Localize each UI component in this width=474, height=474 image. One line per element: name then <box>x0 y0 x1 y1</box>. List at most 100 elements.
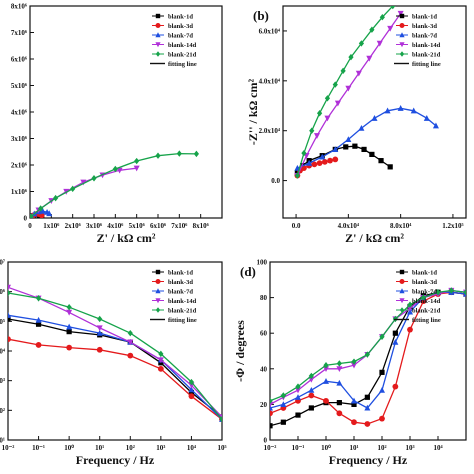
data-point <box>423 115 430 121</box>
data-point <box>364 404 371 411</box>
data-point <box>351 362 357 369</box>
legend-label: blank-3d <box>168 23 193 30</box>
data-point <box>134 157 140 165</box>
data-point <box>30 213 34 218</box>
data-point <box>306 159 313 166</box>
data-point <box>407 308 413 315</box>
x-tick-label: 10⁰ <box>321 444 331 452</box>
data-point <box>324 115 331 122</box>
data-point <box>336 379 343 386</box>
x-tick-label: 8x10⁶ <box>193 222 209 230</box>
data-point <box>371 115 378 121</box>
data-point <box>369 26 375 33</box>
data-point <box>323 378 329 384</box>
data-point <box>392 383 399 390</box>
x-tick-label: 1x10⁶ <box>43 222 59 230</box>
data-point <box>308 386 315 393</box>
data-point <box>321 158 328 165</box>
data-point <box>97 315 103 323</box>
data-point <box>410 107 417 114</box>
x-tick-label: 10² <box>126 444 135 452</box>
data-point <box>334 100 341 107</box>
x-tick-label: 3x10⁶ <box>86 222 102 230</box>
data-point <box>8 316 11 322</box>
panel-b: 0.0 4.0x10⁴ 8.0x10⁴ 1.2x10⁵ 0.0 2.0x10⁴ 4.0x10… <box>246 5 467 245</box>
legend-label: blank-21d <box>412 308 441 315</box>
data-point <box>127 352 134 359</box>
fit-line-blank-14d <box>30 167 137 217</box>
data-point <box>387 25 394 32</box>
panel-a: 0 1x10⁶ 2x10⁶ 3x10⁶ 4x10⁶ 5x10⁶ 6x10⁶ 7x10⁶ 8x10… <box>11 3 223 245</box>
data-point <box>301 165 307 172</box>
data-point <box>397 10 404 17</box>
x-tick-label: 10⁻¹ <box>32 444 45 452</box>
fit-line-blank-21d <box>296 6 394 176</box>
data-point <box>155 42 161 48</box>
data-point <box>336 410 343 417</box>
panel-label: (b) <box>253 8 269 23</box>
plot-frame <box>29 5 223 219</box>
data-point <box>39 207 46 214</box>
data-point <box>324 95 331 102</box>
data-point <box>270 410 273 417</box>
data-point <box>155 51 161 57</box>
data-point <box>399 307 405 313</box>
data-point <box>323 362 329 369</box>
data-point <box>392 338 399 345</box>
data-point <box>420 294 426 301</box>
data-point <box>270 401 273 408</box>
fit-line-blank-21d <box>30 152 197 217</box>
data-point <box>351 401 357 407</box>
data-point <box>157 357 164 364</box>
data-point <box>188 386 195 393</box>
data-point <box>35 321 42 327</box>
data-point <box>332 146 339 153</box>
data-point <box>80 179 87 186</box>
legend-fit-label: fitting line <box>412 317 441 324</box>
data-point <box>323 366 329 372</box>
data-point <box>155 279 161 284</box>
data-point <box>301 149 307 157</box>
fit-line-blank-1d <box>8 318 222 418</box>
data-layer <box>30 150 199 218</box>
data-point <box>295 383 301 390</box>
data-point <box>376 40 383 47</box>
y-tick-label: 10⁶ <box>0 288 5 296</box>
y-tick-label: 0 <box>24 215 28 223</box>
data-point <box>8 336 11 343</box>
x-tick-label: 10¹ <box>349 444 358 452</box>
data-point <box>319 153 326 160</box>
y-tick-label: 6.0x10⁴ <box>259 27 281 35</box>
data-point <box>392 330 398 336</box>
x-tick-label: 4x10⁶ <box>107 222 123 230</box>
data-point <box>8 312 11 318</box>
y-tick-label: 8x10⁶ <box>11 3 27 11</box>
y-tick-label: 2x10⁶ <box>11 162 27 170</box>
x-tick-label: 0.0 <box>292 222 301 230</box>
x-tick-label: 10⁻² <box>264 444 277 452</box>
legend-label: blank-3d <box>412 279 437 286</box>
x-tick-label: 7x10⁶ <box>171 222 187 230</box>
data-point <box>379 386 385 393</box>
data-point <box>270 423 273 429</box>
legend-label: blank-1d <box>412 270 437 277</box>
data-point <box>399 32 405 38</box>
data-point <box>407 305 413 312</box>
data-point <box>407 301 413 308</box>
y-tick-label: 6x10⁶ <box>11 56 27 64</box>
data-point <box>35 295 42 302</box>
legend-label: blank-7d <box>168 289 193 296</box>
data-point <box>435 289 441 296</box>
data-point <box>399 279 405 284</box>
data-point <box>295 394 301 400</box>
y-tick-label: 60 <box>260 330 268 338</box>
legend-fit-label: fitting line <box>412 61 441 68</box>
fit-line-blank-7d <box>8 314 222 420</box>
legend-label: blank-1d <box>168 14 193 21</box>
data-point <box>188 389 195 396</box>
data-point <box>270 397 273 405</box>
data-point <box>219 416 222 423</box>
legend-label: blank-3d <box>168 279 193 286</box>
y-tick-label: 80 <box>260 294 268 302</box>
